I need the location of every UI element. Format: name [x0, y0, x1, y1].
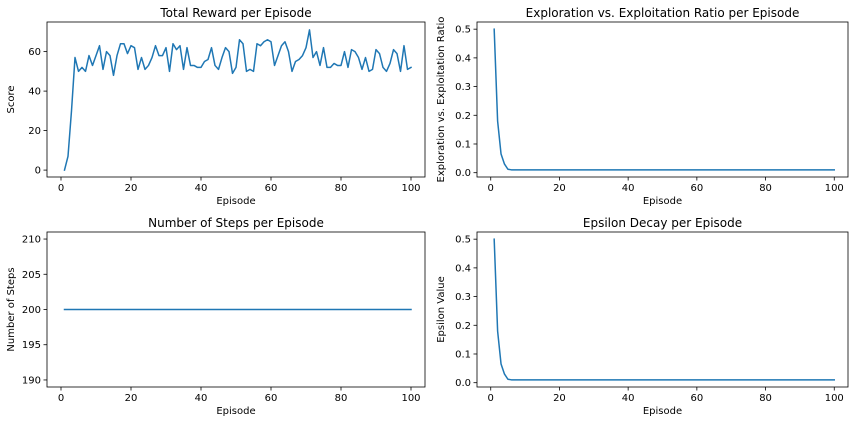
x-tick-label: 20 — [125, 183, 138, 194]
chart-title: Exploration vs. Exploitation Ratio per E… — [526, 6, 800, 20]
x-axis-label: Episode — [216, 406, 255, 417]
axes-frame — [476, 21, 849, 178]
axes-frame — [46, 21, 426, 178]
x-tick-label: 20 — [553, 393, 566, 404]
y-tick-label: 0.2 — [455, 111, 471, 122]
x-tick-label: 60 — [690, 393, 703, 404]
x-tick-label: 20 — [553, 183, 566, 194]
x-tick-label: 40 — [622, 183, 635, 194]
y-tick-label: 210 — [22, 235, 41, 246]
y-tick-label: 0.4 — [455, 263, 471, 274]
y-tick-label: 0.3 — [455, 292, 471, 303]
y-tick-label: 60 — [28, 47, 41, 58]
x-tick-label: 60 — [265, 393, 278, 404]
y-axis-label: Epsilon Value — [436, 276, 447, 343]
y-tick-label: 195 — [22, 340, 41, 351]
x-axis-label: Episode — [643, 196, 682, 207]
x-tick-label: 40 — [195, 393, 208, 404]
subplot-1: Total Reward per Episode 0 20 40 60 80 100 0 20 4… — [6, 6, 426, 207]
y-tick-label: 0.0 — [455, 168, 471, 179]
chart-title: Epsilon Decay per Episode — [583, 216, 742, 230]
x-tick-label: 0 — [488, 393, 494, 404]
x-tick-label: 100 — [401, 393, 420, 404]
subplot-3: Number of Steps per Episode 0 20 40 60 80 100 1… — [6, 216, 426, 417]
x-tick-label: 40 — [195, 183, 208, 194]
x-tick-label: 100 — [401, 183, 420, 194]
x-tick-label: 80 — [335, 393, 348, 404]
x-tick-label: 80 — [335, 183, 348, 194]
x-tick-label: 0 — [58, 183, 64, 194]
axes-frame — [476, 231, 849, 388]
chart-title: Total Reward per Episode — [159, 6, 311, 20]
x-tick-label: 20 — [125, 393, 138, 404]
x-tick-label: 0 — [58, 393, 64, 404]
y-tick-label: 20 — [28, 126, 41, 137]
y-tick-label: 0.3 — [455, 82, 471, 93]
y-axis-label: Number of Steps — [6, 267, 17, 351]
subplot-4: Epsilon Decay per Episode 0 20 40 60 80 100 0.0… — [436, 216, 849, 417]
y-axis-label: Exploration vs. Exploitation Ratio — [436, 17, 447, 183]
y-tick-label: 0.5 — [455, 25, 471, 36]
x-axis-label: Episode — [216, 196, 255, 207]
y-tick-label: 0 — [35, 166, 41, 177]
y-tick-label: 0.4 — [455, 53, 471, 64]
y-tick-label: 0.2 — [455, 321, 471, 332]
x-tick-label: 40 — [622, 393, 635, 404]
x-tick-label: 80 — [759, 393, 772, 404]
series-line — [493, 238, 836, 381]
x-tick-label: 0 — [488, 183, 494, 194]
x-axis-label: Episode — [643, 406, 682, 417]
x-tick-label: 60 — [690, 183, 703, 194]
y-tick-label: 0.1 — [455, 349, 471, 360]
x-tick-label: 60 — [265, 183, 278, 194]
chart-title: Number of Steps per Episode — [148, 216, 324, 230]
y-tick-label: 205 — [22, 270, 41, 281]
y-tick-label: 40 — [28, 87, 41, 98]
y-tick-label: 0.0 — [455, 378, 471, 389]
series-line — [493, 28, 836, 171]
subplot-2: Exploration vs. Exploitation Ratio per E… — [436, 6, 849, 207]
y-tick-label: 200 — [22, 305, 41, 316]
series-line — [63, 29, 413, 172]
y-tick-label: 0.5 — [455, 235, 471, 246]
x-tick-label: 80 — [759, 183, 772, 194]
x-tick-label: 100 — [825, 183, 844, 194]
y-tick-label: 0.1 — [455, 139, 471, 150]
y-tick-label: 190 — [22, 375, 41, 386]
x-tick-label: 100 — [825, 393, 844, 404]
y-axis-label: Score — [6, 85, 17, 113]
